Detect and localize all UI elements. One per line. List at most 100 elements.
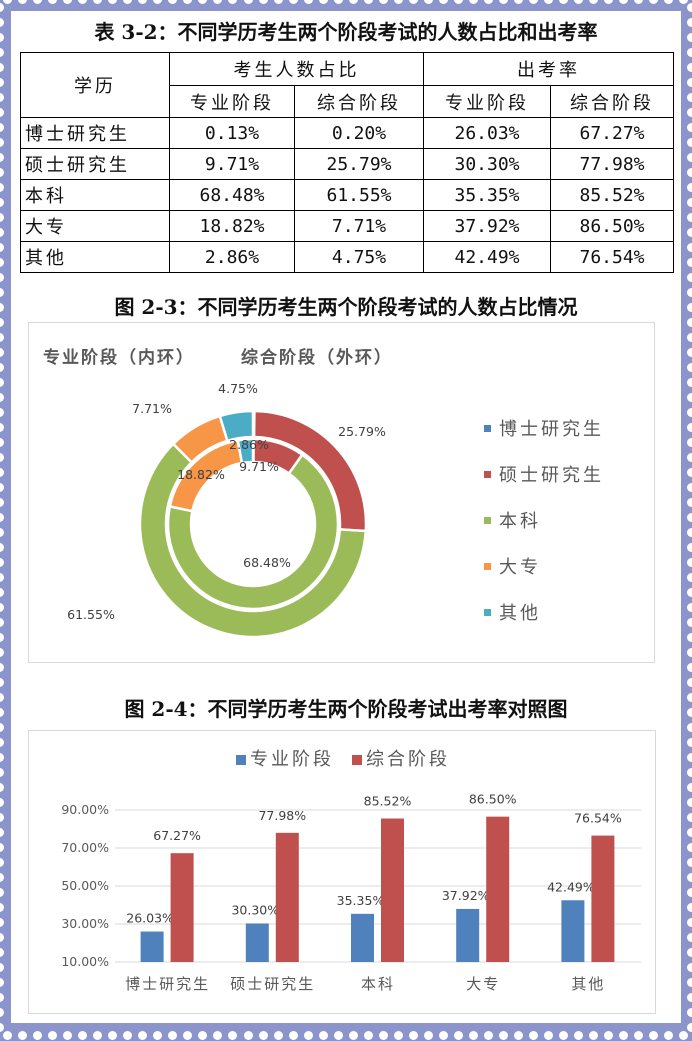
category-label: 本科: [361, 975, 395, 993]
row-label: 博士研究生: [20, 117, 170, 149]
table-row: 其他 2.86% 4.75% 42.49% 76.54%: [20, 241, 674, 273]
bar-value-label: 42.49%: [547, 879, 595, 894]
bar: [591, 835, 615, 962]
fig23-title: 图 2-3：不同学历考生两个阶段考试的人数占比情况: [114, 295, 578, 319]
bar-chart: 专业阶段 综合阶段 10.00% 30.00% 50.00% 70.00% 90.00%…: [28, 730, 656, 1014]
header-education: 学历: [20, 52, 170, 118]
category-label: 硕士研究生: [230, 975, 315, 993]
slice-label: 7.71%: [132, 401, 172, 416]
stamp-border-top: [0, 0, 692, 5]
table-row: 硕士研究生 9.71% 25.79% 30.30% 77.98%: [20, 148, 674, 180]
cell: 86.50%: [550, 210, 674, 242]
legend-swatch: [484, 424, 491, 432]
legend-swatch: [484, 516, 491, 524]
bar-value-label: 67.27%: [153, 828, 201, 843]
bar: [245, 923, 269, 962]
row-label: 硕士研究生: [20, 148, 170, 180]
pie-legend: 博士研究生 硕士研究生 本科 大专 其他: [484, 405, 604, 635]
bar: [140, 931, 164, 962]
bar-value-label: 86.50%: [469, 792, 517, 807]
legend-item-master: 硕士研究生: [484, 451, 604, 497]
y-tick-label: 70.00%: [61, 840, 109, 855]
stamp-sheet: 表 3-2：不同学历考生两个阶段考试的人数占比和出考率 学历 考生人数占比 出考…: [11, 11, 681, 1023]
cell: 0.20%: [294, 117, 424, 149]
bar: [351, 913, 374, 962]
bar: [456, 908, 480, 962]
y-tick-label: 30.00%: [61, 916, 109, 931]
bar-value-label: 26.03%: [126, 911, 174, 926]
bar: [170, 853, 194, 962]
subheader: 专业阶段: [423, 85, 551, 118]
doughnut-slice: [166, 452, 340, 611]
y-tick-label: 10.00%: [61, 954, 109, 969]
cell: 42.49%: [423, 241, 551, 273]
legend-swatch: [484, 562, 491, 570]
bar: [561, 900, 585, 962]
bar-value-label: 35.35%: [337, 893, 385, 908]
stamp-border-left: [0, 0, 5, 1036]
bar-value-label: 77.98%: [258, 808, 306, 823]
bar: [275, 832, 299, 962]
header-share: 考生人数占比: [169, 52, 424, 86]
row-label: 其他: [20, 241, 170, 273]
cell: 77.98%: [550, 148, 674, 180]
table-title: 表 3-2：不同学历考生两个阶段考试的人数占比和出考率: [94, 20, 598, 44]
category-label: 博士研究生: [125, 975, 210, 993]
cell: 85.52%: [550, 179, 674, 211]
subheader: 综合阶段: [550, 85, 674, 118]
slice-label: 61.55%: [67, 607, 115, 622]
subheader: 专业阶段: [169, 85, 295, 118]
subtitle-outer: 综合阶段（外环）: [241, 348, 393, 368]
slice-label: 25.79%: [338, 424, 386, 439]
row-label: 本科: [20, 179, 170, 211]
cell: 67.27%: [550, 117, 674, 149]
category-label: 其他: [571, 975, 605, 993]
bar-value-label: 37.92%: [442, 888, 490, 903]
bar-legend: 专业阶段 综合阶段: [236, 745, 450, 771]
table-row: 大专 18.82% 7.71% 37.92% 86.50%: [20, 210, 674, 242]
slice-label: 9.71%: [239, 459, 279, 474]
doughnut-plot: 9.71% 68.48% 18.82% 2.86% 25.79% 61.55% 7.71% 4…: [67, 381, 386, 639]
doughnut-slice: [236, 437, 255, 465]
legend-item-doctor: 博士研究生: [484, 405, 604, 451]
cell: 35.35%: [423, 179, 551, 211]
cell: 37.92%: [423, 210, 551, 242]
cell: 2.86%: [169, 241, 295, 273]
cell: 30.30%: [423, 148, 551, 180]
legend-item-other: 其他: [484, 589, 604, 635]
bar: [381, 818, 404, 962]
legend-swatch: [236, 755, 246, 765]
slice-label: 2.86%: [229, 437, 269, 452]
header-attendance: 出考率: [423, 52, 674, 86]
legend-item-college: 大专: [484, 543, 604, 589]
cell: 61.55%: [294, 179, 424, 211]
doughnut-chart: 专业阶段（内环） 综合阶段（外环） 9.71% 68.48% 18.82% 2.86%…: [28, 322, 655, 663]
cell: 26.03%: [423, 117, 551, 149]
y-tick-label: 50.00%: [61, 878, 109, 893]
stamp-border-bottom: [0, 1031, 692, 1041]
bar-plot: 10.00% 30.00% 50.00% 70.00% 90.00% 26.03% 67.2…: [61, 792, 641, 993]
cell: 18.82%: [169, 210, 295, 242]
cell: 9.71%: [169, 148, 295, 180]
cell: 76.54%: [550, 241, 674, 273]
category-label: 大专: [466, 975, 500, 993]
table-row: 本科 68.48% 61.55% 35.35% 85.52%: [20, 179, 674, 211]
bar-value-label: 30.30%: [231, 902, 279, 917]
doughnut-slice: [218, 409, 255, 443]
subheader: 综合阶段: [294, 85, 424, 118]
data-table: 学历 考生人数占比 出考率 专业阶段 综合阶段 专业阶段 综合阶段 博士研究生 …: [20, 52, 674, 273]
cell: 4.75%: [294, 241, 424, 273]
cell: 7.71%: [294, 210, 424, 242]
legend-item-comprehensive: 综合阶段: [352, 745, 450, 771]
slice-label: 4.75%: [218, 381, 258, 396]
legend-item-major: 专业阶段: [236, 745, 334, 771]
cell: 0.13%: [169, 117, 295, 149]
slice-label: 68.48%: [243, 555, 291, 570]
slice-label: 18.82%: [177, 467, 225, 482]
bar-value-label: 76.54%: [574, 811, 622, 826]
legend-swatch: [352, 755, 362, 765]
bar: [486, 816, 510, 962]
legend-swatch: [484, 470, 491, 478]
fig24-title: 图 2-4：不同学历考生两个阶段考试出考率对照图: [124, 697, 568, 721]
bar-value-label: 85.52%: [364, 794, 412, 809]
